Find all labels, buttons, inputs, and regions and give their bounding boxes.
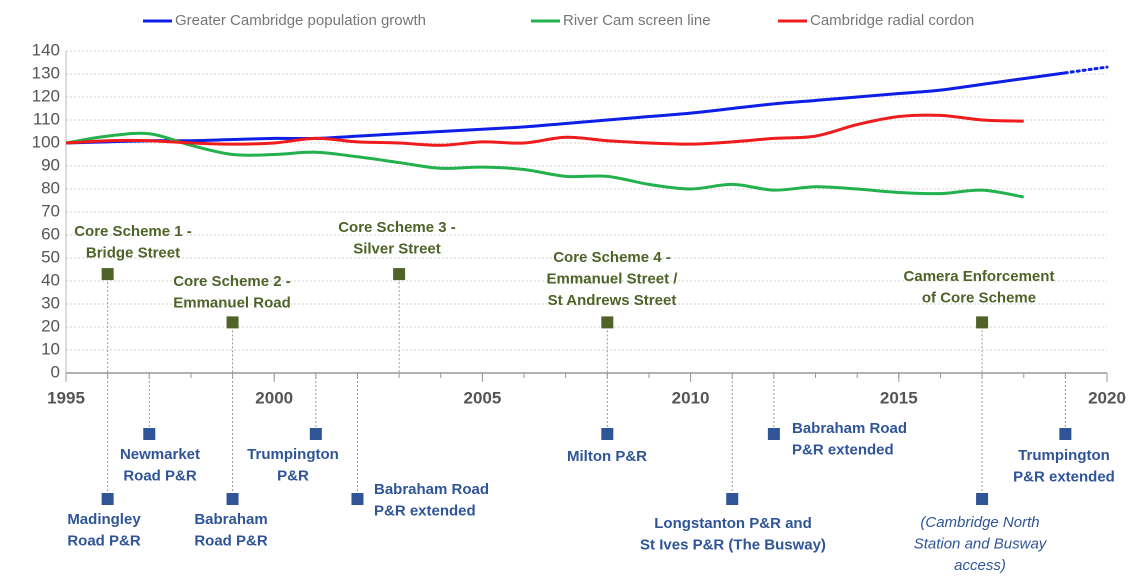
pr-label: Longstanton P&R and xyxy=(654,515,812,532)
y-tick-label: 130 xyxy=(32,63,60,82)
pr-marker xyxy=(726,493,739,505)
x-tick-label: 1995 xyxy=(47,388,85,407)
pr-label: Newmarket xyxy=(120,446,200,463)
event-marker xyxy=(601,316,614,329)
event-label: Emmanuel Street / xyxy=(547,270,679,287)
x-tick-label: 2000 xyxy=(255,388,293,407)
pr-marker xyxy=(309,428,322,440)
pr-label: access) xyxy=(954,557,1006,573)
pr-label: Babraham Road xyxy=(374,481,489,498)
pr-label: P&R extended xyxy=(1013,468,1115,485)
y-tick-label: 110 xyxy=(33,109,60,128)
projection-line xyxy=(1063,65,1109,75)
legend-label: River Cam screen line xyxy=(563,12,711,29)
pr-label: Station and Busway xyxy=(914,535,1048,552)
pr-label: Babraham xyxy=(194,511,267,528)
pr-marker xyxy=(767,428,780,440)
y-tick-label: 40 xyxy=(41,270,60,289)
series-line xyxy=(65,113,1024,147)
pr-label: Trumpington xyxy=(247,446,339,463)
y-tick-label: 80 xyxy=(41,178,60,197)
event-label: Silver Street xyxy=(353,240,441,257)
pr-marker xyxy=(1059,428,1072,440)
event-label: of Core Scheme xyxy=(922,289,1036,306)
event-label: Camera Enforcement xyxy=(904,268,1055,285)
pr-label: P&R xyxy=(277,467,309,484)
series-line xyxy=(65,131,1024,199)
event-label: Core Scheme 1 - xyxy=(74,223,192,240)
y-tick-label: 100 xyxy=(32,132,60,151)
x-tick-label: 2015 xyxy=(880,388,918,407)
pr-label: P&R extended xyxy=(792,441,894,458)
y-tick-label: 140 xyxy=(32,40,60,59)
pr-label: Road P&R xyxy=(123,467,197,484)
event-label: Bridge Street xyxy=(86,244,180,261)
pr-label: St Ives P&R (The Busway) xyxy=(640,536,826,553)
pr-marker xyxy=(226,493,239,505)
y-tick-label: 120 xyxy=(32,86,60,105)
event-marker xyxy=(226,316,239,329)
y-tick-label: 0 xyxy=(51,362,60,381)
y-tick-label: 30 xyxy=(41,293,60,312)
y-tick-label: 10 xyxy=(41,339,60,358)
pr-label: Road P&R xyxy=(67,532,141,549)
event-label: Core Scheme 4 - xyxy=(553,249,671,266)
event-label: St Andrews Street xyxy=(548,292,677,309)
event-label: Emmanuel Road xyxy=(173,294,291,311)
legend-label: Greater Cambridge population growth xyxy=(175,12,426,29)
pr-marker xyxy=(601,428,614,440)
pr-label: Trumpington xyxy=(1018,447,1110,464)
series-line xyxy=(65,71,1066,145)
x-tick-label: 2010 xyxy=(672,388,710,407)
pr-marker xyxy=(976,493,989,505)
event-marker xyxy=(101,268,114,281)
x-tick-label: 2020 xyxy=(1088,388,1126,407)
pr-marker xyxy=(143,428,156,440)
y-tick-label: 60 xyxy=(41,224,60,243)
pr-marker xyxy=(351,493,364,505)
pr-label: (Cambridge North xyxy=(920,514,1039,531)
y-tick-label: 20 xyxy=(41,316,60,335)
event-label: Core Scheme 3 - xyxy=(338,219,456,236)
legend-label: Cambridge radial cordon xyxy=(810,12,974,29)
y-tick-label: 90 xyxy=(41,155,60,174)
pr-label: Madingley xyxy=(67,511,141,528)
pr-marker xyxy=(101,493,114,505)
event-marker xyxy=(393,268,406,281)
y-tick-label: 70 xyxy=(41,201,60,220)
pr-label: Babraham Road xyxy=(792,420,907,437)
pr-label: P&R extended xyxy=(374,502,476,519)
pr-label: Milton P&R xyxy=(567,448,647,465)
event-marker xyxy=(976,316,989,329)
y-tick-label: 50 xyxy=(41,247,60,266)
x-tick-label: 2005 xyxy=(463,388,501,407)
event-label: Core Scheme 2 - xyxy=(173,273,291,290)
pr-label: Road P&R xyxy=(194,532,268,549)
